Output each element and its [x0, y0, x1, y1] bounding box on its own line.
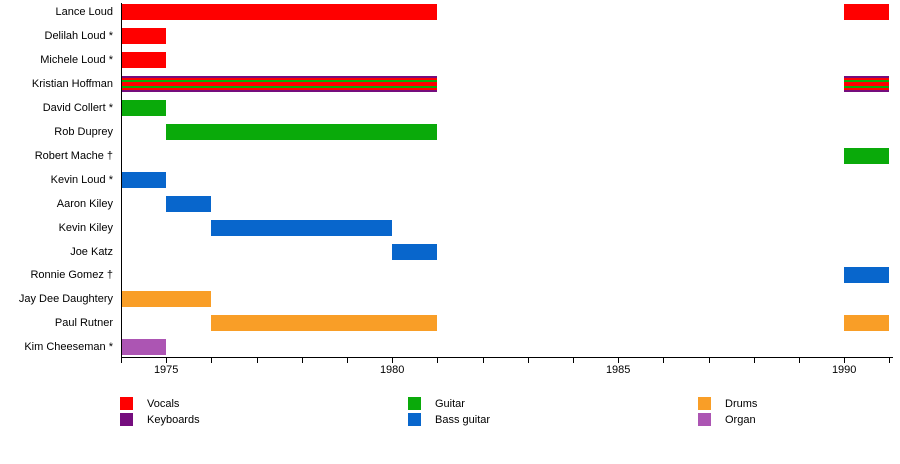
- timeline-bar-segment: [121, 99, 167, 116]
- x-axis-line: [121, 357, 893, 358]
- axis-tick: [211, 358, 213, 363]
- axis-tick: [753, 358, 755, 363]
- axis-tick-label: 1985: [605, 364, 631, 376]
- member-row-label: Lance Loud: [55, 6, 114, 18]
- member-row-label: Michele Loud *: [40, 53, 113, 66]
- timeline-bar-segment: [211, 219, 393, 236]
- legend-label: Drums: [725, 398, 758, 410]
- bar-layer-drums: [121, 291, 212, 308]
- member-row-label: Rob Duprey: [54, 125, 113, 138]
- legend-label: Organ: [725, 414, 756, 426]
- timeline-bar-segment: [121, 51, 167, 68]
- axis-tick: [392, 358, 394, 363]
- bar-layer-guitar: [121, 99, 167, 116]
- axis-tick: [889, 358, 891, 363]
- legend-swatch-guitar: [408, 397, 421, 410]
- member-row-label: Kevin Loud *: [50, 173, 113, 186]
- axis-tick: [301, 358, 303, 363]
- axis-tick: [663, 358, 665, 363]
- legend-swatch-organ: [698, 413, 711, 426]
- axis-tick: [437, 358, 439, 363]
- axis-tick: [573, 358, 574, 363]
- timeline-bar-segment: [121, 75, 438, 92]
- bar-layer-drums: [211, 315, 438, 332]
- timeline-bar-segment: [211, 315, 438, 332]
- timeline-bar-segment: [121, 4, 438, 20]
- timeline-bar-segment: [121, 27, 167, 44]
- axis-tick: [527, 358, 529, 363]
- bar-layer-vocals: [121, 27, 167, 44]
- legend-swatch-bass_guitar: [408, 413, 421, 426]
- legend-label: Vocals: [147, 398, 180, 410]
- timeline-bar-segment: [844, 4, 890, 20]
- axis-tick: [121, 358, 122, 363]
- bar-layer-bass_guitar: [166, 195, 212, 212]
- bar-layer-guitar: [166, 123, 438, 140]
- member-row-label: Delilah Loud *: [44, 29, 114, 42]
- axis-tick: [844, 358, 846, 363]
- timeline-bar-segment: [844, 147, 890, 164]
- member-row-label: Jay Dee Daughtery: [18, 293, 113, 306]
- timeline-bar-segment: [844, 75, 890, 92]
- axis-tick: [482, 358, 484, 363]
- member-row-label: Ronnie Gomez †: [30, 269, 113, 282]
- legend-swatch-keyboards: [120, 413, 133, 426]
- timeline-bar-segment: [166, 123, 438, 140]
- legend-label: Bass guitar: [435, 414, 491, 426]
- bar-layer-drums: [844, 315, 890, 332]
- axis-tick: [708, 358, 710, 363]
- axis-tick: [618, 358, 620, 363]
- bar-layer-guitar: [844, 147, 890, 164]
- bar-layer-vocals: [844, 81, 890, 86]
- legend-label: Keyboards: [147, 414, 200, 426]
- timeline-bar-segment: [121, 339, 167, 356]
- bar-layer-vocals: [844, 4, 890, 20]
- bar-layer-vocals: [121, 51, 167, 68]
- timeline-bar-segment: [392, 243, 438, 260]
- member-row-label: Aaron Kiley: [56, 197, 113, 210]
- axis-tick: [347, 358, 348, 363]
- bar-layer-bass_guitar: [392, 243, 438, 260]
- member-row-label: Kristian Hoffman: [31, 77, 113, 90]
- legend-label: Guitar: [435, 398, 465, 410]
- bar-layer-bass_guitar: [211, 219, 393, 236]
- member-row-label: David Collert *: [42, 101, 113, 114]
- timeline-bar-segment: [844, 267, 890, 284]
- timeline-bar-segment: [166, 195, 212, 212]
- bar-layer-vocals: [121, 4, 438, 20]
- member-row-label: Robert Mache †: [34, 149, 113, 162]
- timeline-bar-segment: [121, 171, 167, 188]
- axis-tick-label: 1980: [379, 364, 405, 376]
- y-axis-line: [121, 3, 122, 357]
- axis-tick: [799, 358, 800, 363]
- member-row-label: Kim Cheeseman *: [24, 341, 113, 354]
- member-row-label: Paul Rutner: [54, 317, 113, 330]
- axis-tick: [166, 358, 168, 363]
- bar-layer-organ: [121, 339, 167, 356]
- member-row-label: Joe Katz: [70, 245, 113, 258]
- timeline-bar-segment: [844, 315, 890, 332]
- axis-tick: [256, 358, 258, 363]
- bar-layer-vocals: [121, 81, 438, 86]
- axis-tick-label: 1990: [831, 364, 857, 376]
- legend-swatch-drums: [698, 397, 711, 410]
- legend-swatch-vocals: [120, 397, 133, 410]
- timeline-bar-segment: [121, 291, 212, 308]
- bar-layer-bass_guitar: [121, 171, 167, 188]
- member-row-label: Kevin Kiley: [58, 221, 113, 234]
- bar-layer-bass_guitar: [844, 267, 890, 284]
- axis-tick-label: 1975: [153, 364, 179, 376]
